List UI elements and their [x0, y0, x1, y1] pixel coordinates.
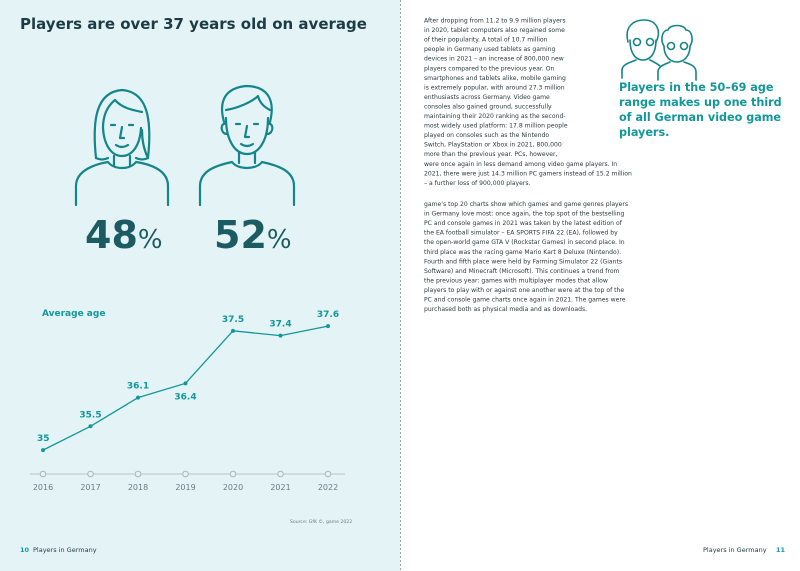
value-label: 35.5	[79, 410, 101, 420]
x-tick	[324, 470, 332, 478]
x-tick	[134, 470, 142, 478]
body-line: players compared to the previous year. O…	[424, 65, 554, 72]
body-line: people in Germany used tablets as gaming	[424, 46, 555, 53]
body-line: in Germany love most: once again, the to…	[424, 211, 625, 218]
body-line: third place was the racing game Mario Ka…	[424, 249, 621, 256]
x-tick	[229, 470, 237, 478]
body-line: the open-world game GTA V (Rockstar Game…	[424, 239, 625, 246]
callout-line: Players in the 50–69 age	[619, 81, 774, 94]
page-number: 10	[20, 546, 30, 554]
value-label: 36.4	[174, 392, 196, 402]
body-line: Fourth and fifth place were held by Farm…	[424, 258, 622, 265]
x-tick-label: 2017	[80, 483, 100, 492]
body-line: most widely used platform: 17.8 million …	[424, 123, 568, 130]
value-label: 37.4	[269, 320, 291, 330]
share-male: 52%	[214, 213, 292, 257]
share-female: 48%	[85, 213, 163, 257]
elderly-icon	[621, 19, 697, 81]
x-tick-label: 2022	[318, 483, 338, 492]
chart: 2016 2017 2018 2019 2020 2021 2022 35 35.5 36.1 36…	[33, 310, 339, 492]
body-line: in 2020, tablet computers also regained …	[424, 27, 565, 34]
value-label: 35	[37, 434, 50, 444]
share-number: 52	[214, 213, 267, 257]
body-line: 2021, there were just 14.3 million PC ga…	[424, 170, 632, 177]
x-tick-label: 2021	[270, 483, 290, 492]
man-icon	[198, 84, 296, 207]
body-text: After dropping from 11.2 to 9.9 million …	[424, 18, 632, 314]
point	[183, 381, 188, 386]
value-label: 37.6	[317, 310, 339, 320]
source: Source: GfK ©, game 2022	[290, 518, 352, 525]
point	[136, 395, 140, 400]
body-line: played on consoles such as the Nintendo	[424, 132, 549, 139]
body-line: is extremely popular, with around 27.3 m…	[424, 84, 565, 91]
point	[326, 324, 330, 329]
body-line: the EA football simulator – EA SPORTS FI…	[424, 230, 618, 237]
x-tick-label: 2020	[223, 483, 243, 492]
value-label: 37.5	[222, 315, 244, 325]
body-line: of their popularity. A total of 10.7 mil…	[424, 37, 548, 44]
callout: Players in the 50–69 age range makes up o…	[619, 81, 782, 139]
x-tick	[277, 470, 284, 478]
running-head: Players in Germany	[703, 546, 767, 554]
running-head: Players in Germany	[33, 546, 97, 554]
body-line: Software) and Minecraft (Microsoft). Thi…	[424, 268, 620, 275]
callout-line: players.	[619, 126, 669, 139]
body-line: game's top 20 charts show which games an…	[424, 201, 628, 208]
point	[88, 424, 93, 429]
body-line: maintaining their 2020 ranking as the se…	[424, 113, 566, 120]
callout-line: range makes up one third	[619, 96, 782, 109]
body-line: were once again in less demand among vid…	[424, 161, 617, 168]
body-line: purchased both as physical media and as …	[424, 306, 587, 313]
body-line: devices in 2021 – an increase of 800,000…	[424, 56, 564, 63]
body-line: – a further loss of 900,000 players.	[424, 180, 531, 187]
x-tick-label: 2018	[128, 483, 148, 492]
left-page-bg	[0, 0, 400, 571]
body-line: smartphones and tablets alike, mobile ga…	[424, 75, 566, 82]
share-sign: %	[267, 225, 292, 255]
share-number: 48	[85, 213, 138, 257]
point	[231, 328, 235, 333]
body-line: more than the previous year. PCs, howeve…	[424, 151, 558, 158]
body-line: PC and console game charts once again in…	[424, 297, 626, 304]
x-tick	[39, 470, 47, 478]
body-line: After dropping from 11.2 to 9.9 million …	[424, 18, 566, 25]
title: Players are over 37 years old on average	[20, 15, 367, 33]
x-tick-label: 2019	[175, 483, 195, 492]
body-line: PC and console games in 2021 was taken b…	[424, 220, 623, 227]
body-line: the previous year: games with multiplaye…	[424, 277, 608, 284]
page-number: 11	[776, 546, 786, 554]
body-line: enthusiasts across Germany. Video game	[424, 94, 550, 101]
body-line: Switch, PlayStation or Xbox in 2021, 800…	[424, 142, 562, 149]
x-tick-label: 2016	[33, 483, 53, 492]
x-tick	[87, 470, 94, 478]
point	[278, 333, 283, 338]
x-tick	[182, 470, 189, 478]
body-line: players to play with or against one anot…	[424, 287, 624, 294]
callout-line: of all German video game	[619, 111, 781, 124]
share-sign: %	[138, 225, 163, 255]
value-label: 36.1	[127, 382, 149, 392]
woman-icon	[74, 88, 170, 207]
chart-title: Average age	[42, 309, 105, 319]
body-line: consoles also gained ground, successfull…	[424, 103, 552, 110]
point	[41, 448, 45, 453]
